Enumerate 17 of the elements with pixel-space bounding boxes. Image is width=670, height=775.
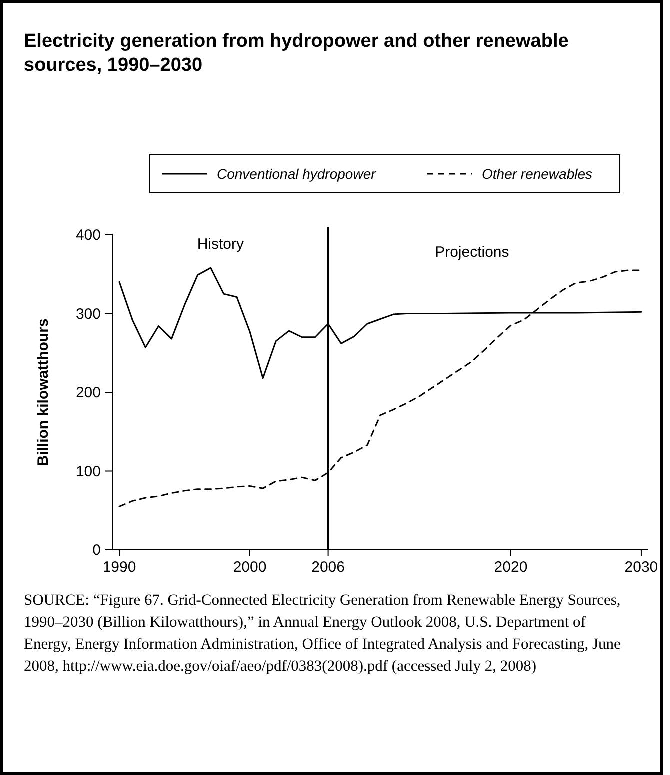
source-note: SOURCE: “Figure 67. Grid-Connected Electricity Generation from Renewable Energy Sources, 1990–2030 (Billion Kilowatthours),” in Annual Energy Outlook 2008, U.S. Department of Energy, Energy Information Administration, Office of Integrated Analysis and Forecasting, June 2008, http://www.eia.doe.gov/oiaf/aeo/pdf/0383(2008).pdf (accessed July 2, 2008) [24, 591, 622, 677]
x-tick-label: 1990 [102, 559, 136, 576]
x-tick-label: 2006 [312, 559, 345, 576]
legend-label: Conventional hydropower [217, 166, 378, 182]
y-tick-label: 300 [76, 306, 101, 323]
x-tick-label: 2020 [494, 559, 528, 576]
x-tick-label: 2030 [624, 559, 658, 576]
annotation: History [197, 236, 244, 253]
y-axis-title: Billion kilowatthours [35, 318, 52, 466]
y-tick-label: 100 [76, 463, 101, 480]
y-tick-label: 200 [76, 384, 101, 402]
y-tick-label: 400 [76, 227, 101, 244]
y-tick-label: 0 [92, 542, 101, 559]
x-tick-label: 2000 [233, 559, 267, 576]
legend-label: Other renewables [482, 166, 593, 182]
annotation: Projections [435, 244, 510, 261]
chart-title: Electricity generation from hydropower and other renewable sources, 1990–2030 [24, 30, 570, 78]
